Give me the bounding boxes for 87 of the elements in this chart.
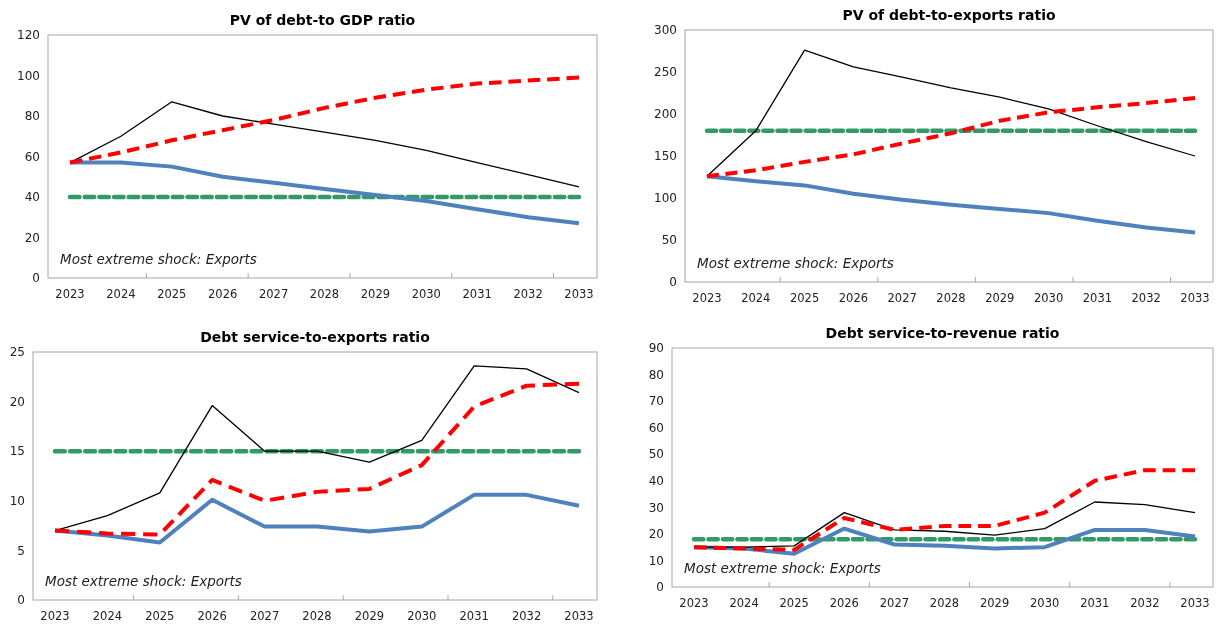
y-tick-label: 150 (654, 149, 677, 164)
line-series (706, 49, 1196, 177)
x-tick-label: 2027 (879, 596, 910, 610)
x-tick-label: 2030 (1033, 291, 1064, 305)
line-series (68, 75, 581, 165)
y-tick-label: 120 (17, 28, 40, 43)
y-tick-label: 80 (648, 367, 664, 382)
x-tick-label: 2032 (1131, 291, 1161, 305)
chart-title: Debt service-to-revenue ratio (825, 325, 1060, 341)
x-tick-label: 2026 (197, 609, 227, 623)
x-tick-label: 2032 (511, 609, 542, 623)
y-tick-label: 40 (648, 473, 664, 488)
x-tick-label: 2031 (1080, 596, 1110, 610)
x-tick-label: 2032 (513, 287, 543, 301)
annotation: Most extreme shock: Exports (45, 573, 242, 589)
y-tick-label: 100 (17, 68, 40, 83)
x-tick-label: 2031 (1082, 291, 1113, 305)
x-tick-label: 2033 (564, 609, 594, 623)
y-tick-label: 0 (32, 271, 40, 286)
x-tick-label: 2029 (354, 609, 385, 623)
chart-title: Debt service-to-exports ratio (200, 329, 431, 345)
y-tick-label: 80 (24, 109, 40, 124)
y-tick-label: 15 (9, 444, 25, 459)
x-tick-label: 2027 (887, 291, 917, 305)
line-series (692, 468, 1197, 552)
x-tick-label: 2023 (40, 609, 70, 623)
x-tick-label: 2027 (258, 287, 289, 301)
y-tick-label: 25 (9, 345, 25, 360)
x-tick-label: 2024 (741, 291, 771, 305)
y-tick-label: 5 (17, 543, 25, 558)
x-tick-label: 2030 (411, 287, 441, 301)
x-tick-label: 2026 (838, 291, 869, 305)
y-tick-label: 40 (24, 190, 40, 205)
y-tick-label: 20 (24, 230, 40, 245)
y-tick-label: 0 (17, 593, 25, 608)
x-tick-label: 2024 (729, 596, 759, 610)
x-tick-label: 2032 (1130, 596, 1160, 610)
x-tick-label: 2024 (92, 609, 123, 623)
x-tick-label: 2029 (979, 596, 1010, 610)
annotation: Most extreme shock: Exports (684, 560, 881, 576)
x-tick-label: 2027 (249, 609, 280, 623)
y-tick-label: 100 (654, 191, 677, 206)
y-tick-label: 60 (648, 420, 664, 435)
chart-title: PV of debt-to GDP ratio (229, 12, 416, 28)
x-tick-label: 2026 (829, 596, 859, 610)
x-tick-label: 2024 (106, 287, 136, 301)
x-tick-label: 2028 (929, 596, 960, 610)
x-tick-label: 2033 (1180, 291, 1210, 305)
x-tick-label: 2030 (1030, 596, 1060, 610)
line-series (705, 96, 1197, 179)
y-tick-label: 300 (654, 23, 677, 38)
annotation: Most extreme shock: Exports (697, 255, 894, 271)
y-tick-label: 0 (656, 580, 664, 595)
y-tick-label: 30 (648, 500, 664, 515)
x-tick-label: 2025 (145, 609, 175, 623)
x-tick-label: 2033 (1180, 596, 1210, 610)
x-tick-label: 2031 (459, 609, 489, 623)
y-tick-label: 10 (9, 494, 25, 508)
chart-title: PV of debt-to-exports ratio (842, 7, 1056, 23)
y-tick-label: 0 (669, 275, 677, 290)
y-tick-label: 50 (661, 233, 677, 248)
x-tick-label: 2031 (462, 287, 492, 301)
x-tick-label: 2033 (564, 287, 594, 301)
y-tick-label: 20 (648, 527, 664, 542)
x-tick-label: 2026 (208, 287, 238, 301)
y-tick-label: 50 (648, 447, 664, 462)
y-tick-label: 200 (654, 107, 677, 122)
x-tick-label: 2028 (302, 609, 332, 623)
line-series (68, 160, 581, 226)
x-tick-label: 2023 (692, 291, 722, 305)
x-tick-label: 2025 (157, 287, 187, 301)
y-tick-label: 10 (648, 553, 664, 568)
x-tick-label: 2029 (360, 287, 391, 301)
y-tick-label: 60 (24, 149, 40, 164)
x-tick-label: 2028 (309, 287, 340, 301)
x-tick-label: 2025 (779, 596, 809, 610)
x-tick-label: 2023 (679, 596, 709, 610)
x-tick-label: 2029 (985, 291, 1015, 305)
y-tick-label: 20 (9, 394, 25, 409)
x-tick-label: 2030 (407, 609, 437, 623)
annotation: Most extreme shock: Exports (60, 251, 257, 267)
y-tick-label: 90 (648, 341, 664, 356)
x-tick-label: 2023 (55, 287, 85, 301)
x-tick-label: 2025 (789, 291, 820, 305)
y-tick-label: 250 (654, 65, 677, 80)
y-tick-label: 70 (648, 394, 664, 409)
x-tick-label: 2028 (936, 291, 966, 305)
